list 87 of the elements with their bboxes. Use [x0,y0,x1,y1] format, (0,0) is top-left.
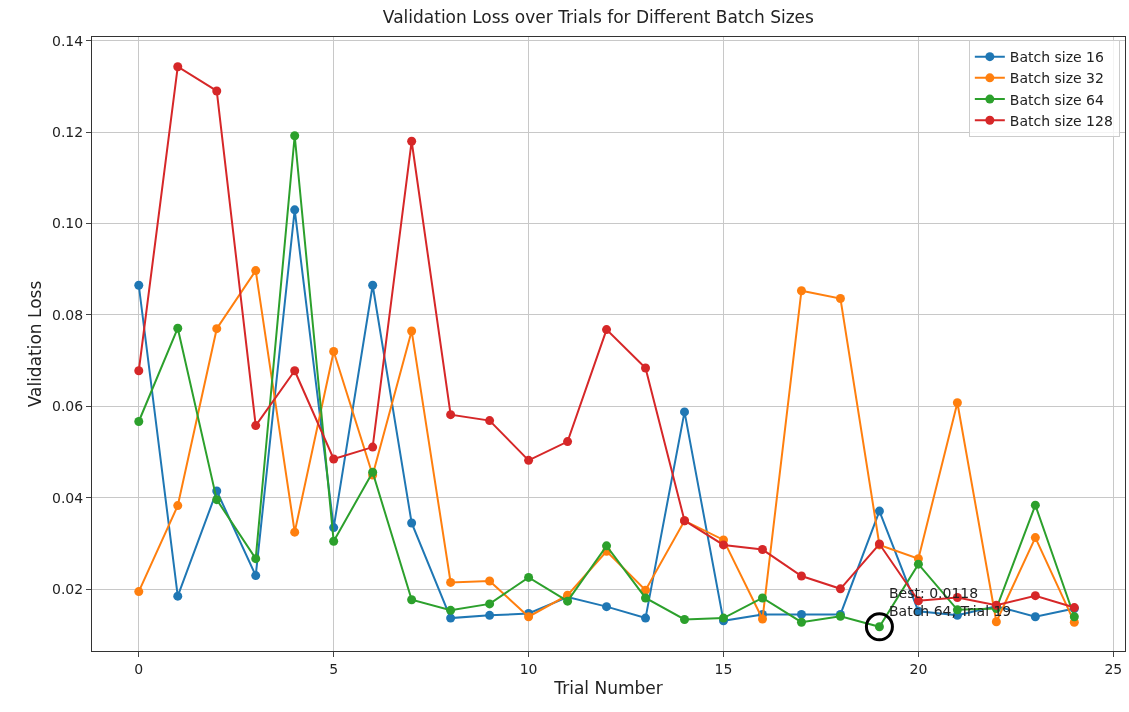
point [290,131,300,141]
point [991,617,1001,627]
point [563,437,573,447]
y-axis-title: Validation Loss [24,280,45,408]
point [874,506,884,516]
y-tick-label: 0.06 [52,398,84,415]
point [173,591,183,601]
point [602,325,612,335]
x-tick-label: 5 [329,660,339,677]
y-tick-label: 0.12 [52,123,84,140]
point [407,518,417,528]
point [485,416,495,426]
legend-label: Batch size 64 [1009,91,1105,108]
point [407,595,417,605]
point [680,407,690,417]
point [446,613,456,623]
point [329,536,339,546]
point [173,62,183,72]
point [173,501,183,511]
point [485,610,495,620]
point [641,363,651,373]
x-tick-label: 20 [909,660,928,677]
point [446,410,456,420]
point [524,572,534,582]
legend-label: Batch size 128 [1009,112,1113,129]
point [485,576,495,586]
point [1069,612,1079,622]
point [796,286,806,296]
point [290,205,300,215]
point [446,577,456,587]
point [796,609,806,619]
chart-title: Validation Loss over Trials for Different Batch Sizes [382,6,815,27]
y-tick-label: 0.08 [52,306,84,323]
point [485,599,495,609]
point [290,366,300,376]
point [680,614,690,624]
point [173,323,183,333]
point [251,421,261,431]
legend-label: Batch size 16 [1009,49,1105,66]
point [563,596,573,606]
point [329,454,339,464]
x-tick-label: 25 [1104,660,1123,677]
y-tick-label: 0.14 [52,32,84,49]
point [1030,591,1040,601]
point [212,86,222,96]
point [251,554,261,564]
point [796,571,806,581]
point [134,366,144,376]
point [835,584,845,594]
point [1030,533,1040,543]
point [212,495,222,505]
x-tick-label: 15 [714,660,733,677]
legend-label: Batch size 32 [1009,70,1104,87]
point [757,593,767,603]
point [757,614,767,624]
y-tick-label: 0.04 [52,489,84,506]
point [641,613,651,623]
point [602,541,612,551]
y-tick-label: 0.02 [52,581,84,598]
x-axis-title: Trial Number [553,678,663,699]
point [368,442,378,452]
point [251,266,261,276]
point [134,280,144,290]
point [718,540,728,550]
point [212,324,222,334]
point [602,602,612,612]
point [913,559,923,569]
y-tick-label: 0.10 [52,215,84,232]
point [290,527,300,537]
x-tick-label: 0 [134,660,144,677]
point [446,605,456,615]
point [1030,500,1040,510]
point [329,347,339,357]
point [368,280,378,290]
point [251,571,261,581]
point [641,593,651,603]
point [1030,612,1040,622]
point [407,136,417,146]
point [796,617,806,627]
point [952,398,962,408]
point [407,326,417,336]
point [757,545,767,554]
point [134,416,144,426]
x-tick-label: 10 [519,660,538,677]
point [134,587,144,597]
point [835,294,845,304]
point [524,455,534,465]
